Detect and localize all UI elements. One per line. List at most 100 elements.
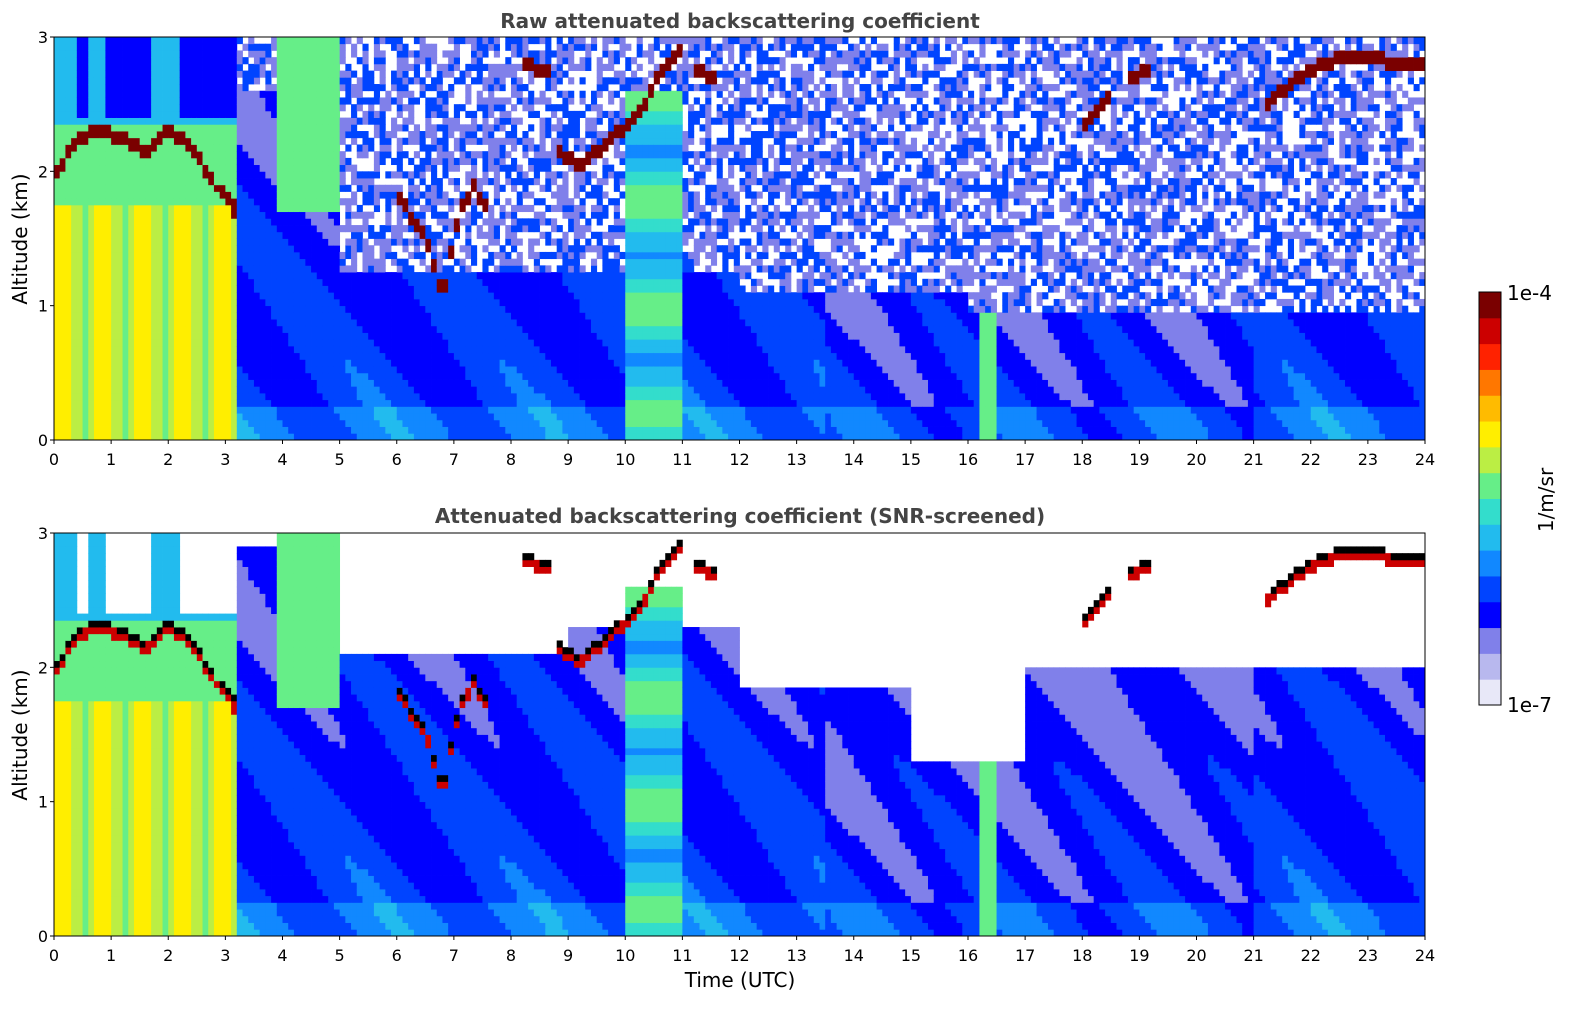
heatmap-cell	[145, 305, 152, 313]
heatmap-cell	[385, 191, 392, 199]
heatmap-cell	[482, 43, 489, 51]
heatmap-cell	[402, 265, 409, 273]
heatmap-cell	[156, 231, 163, 239]
heatmap-cell	[299, 312, 306, 320]
heatmap-cell	[288, 37, 295, 45]
heatmap-cell	[122, 292, 129, 300]
heatmap-cell	[539, 198, 546, 206]
heatmap-cell	[93, 285, 101, 293]
heatmap-cell	[453, 258, 460, 266]
heatmap-cell	[276, 171, 283, 179]
heatmap-cell	[88, 332, 95, 340]
heatmap-cell	[236, 110, 243, 118]
heatmap-cell	[539, 352, 546, 360]
heatmap-cell	[116, 151, 123, 159]
heatmap-cell	[168, 298, 175, 307]
heatmap-cell	[419, 77, 426, 85]
heatmap-cell	[76, 57, 83, 65]
heatmap-cell	[539, 144, 546, 152]
heatmap-cell	[311, 332, 318, 340]
heatmap-cell	[505, 366, 512, 374]
heatmap-cell	[373, 285, 381, 293]
heatmap-cell	[425, 379, 432, 387]
heatmap-cell	[82, 258, 89, 266]
heatmap-cell	[253, 211, 261, 219]
heatmap-cell	[305, 285, 312, 293]
heatmap-cell	[151, 258, 158, 266]
heatmap-cell	[93, 218, 101, 226]
heatmap-cell	[419, 345, 426, 354]
heatmap-cell	[225, 104, 232, 112]
heatmap-cell	[265, 131, 272, 139]
heatmap-cell	[316, 225, 323, 233]
heatmap-cell	[316, 305, 323, 313]
heatmap-cell	[442, 392, 449, 401]
heatmap-cell	[179, 319, 186, 327]
heatmap-cell	[459, 305, 466, 313]
heatmap-cell	[88, 225, 95, 233]
heatmap-cell	[373, 359, 381, 367]
heatmap-cell	[465, 211, 472, 219]
heatmap-cell	[396, 265, 403, 273]
heatmap-cell	[242, 305, 249, 313]
heatmap-cell	[122, 37, 129, 45]
heatmap-cell	[425, 84, 432, 92]
heatmap-cell	[408, 171, 415, 179]
heatmap-cell	[471, 204, 478, 213]
heatmap-cell	[499, 104, 506, 112]
heatmap-cell	[265, 332, 272, 340]
heatmap-cell	[276, 245, 283, 253]
heatmap-cell	[333, 406, 341, 414]
heatmap-cell	[288, 63, 295, 71]
heatmap-cell	[139, 419, 146, 427]
heatmap-cell	[562, 144, 569, 152]
heatmap-cell	[436, 312, 443, 320]
heatmap-cell	[562, 325, 569, 333]
heatmap-cell	[505, 178, 512, 186]
heatmap-cell	[505, 379, 512, 387]
heatmap-cell	[128, 278, 135, 286]
heatmap-cell	[122, 379, 129, 387]
heatmap-cell	[276, 278, 283, 286]
heatmap-cell	[550, 178, 558, 186]
heatmap-cell	[493, 265, 500, 273]
heatmap-cell	[328, 225, 335, 233]
heatmap-cell	[459, 272, 466, 280]
heatmap-cell	[225, 57, 232, 65]
heatmap-cell	[408, 97, 415, 105]
heatmap-cell	[253, 265, 261, 273]
heatmap-cell	[82, 104, 89, 112]
heatmap-cell	[402, 204, 409, 213]
heatmap-cell	[173, 137, 181, 145]
heatmap-cell	[288, 413, 295, 421]
heatmap-cell	[533, 325, 540, 333]
heatmap-cell	[550, 285, 558, 293]
heatmap-cell	[311, 225, 318, 233]
heatmap-cell	[202, 245, 209, 253]
heatmap-cell	[488, 104, 495, 112]
heatmap-cell	[139, 137, 146, 145]
heatmap-cell	[550, 110, 558, 118]
heatmap-cell	[511, 285, 518, 293]
heatmap-cell	[225, 97, 232, 105]
heatmap-cell	[265, 97, 272, 105]
heatmap-cell	[562, 392, 569, 401]
heatmap-cell	[402, 117, 409, 125]
heatmap-cell	[545, 117, 552, 125]
heatmap-cell	[54, 379, 61, 387]
heatmap-cell	[305, 70, 312, 78]
heatmap-cell	[276, 265, 283, 273]
heatmap-cell	[202, 265, 209, 273]
heatmap-cell	[465, 406, 472, 414]
heatmap-cell	[311, 97, 318, 105]
heatmap-cell	[162, 184, 169, 192]
heatmap-cell	[248, 272, 255, 280]
heatmap-cell	[196, 278, 203, 286]
heatmap-cell	[562, 413, 569, 421]
heatmap-cell	[145, 211, 152, 219]
heatmap-cell	[105, 285, 112, 293]
heatmap-cell	[71, 319, 78, 327]
heatmap-cell	[351, 164, 358, 172]
heatmap-cell	[196, 70, 203, 78]
heatmap-cell	[533, 265, 540, 273]
